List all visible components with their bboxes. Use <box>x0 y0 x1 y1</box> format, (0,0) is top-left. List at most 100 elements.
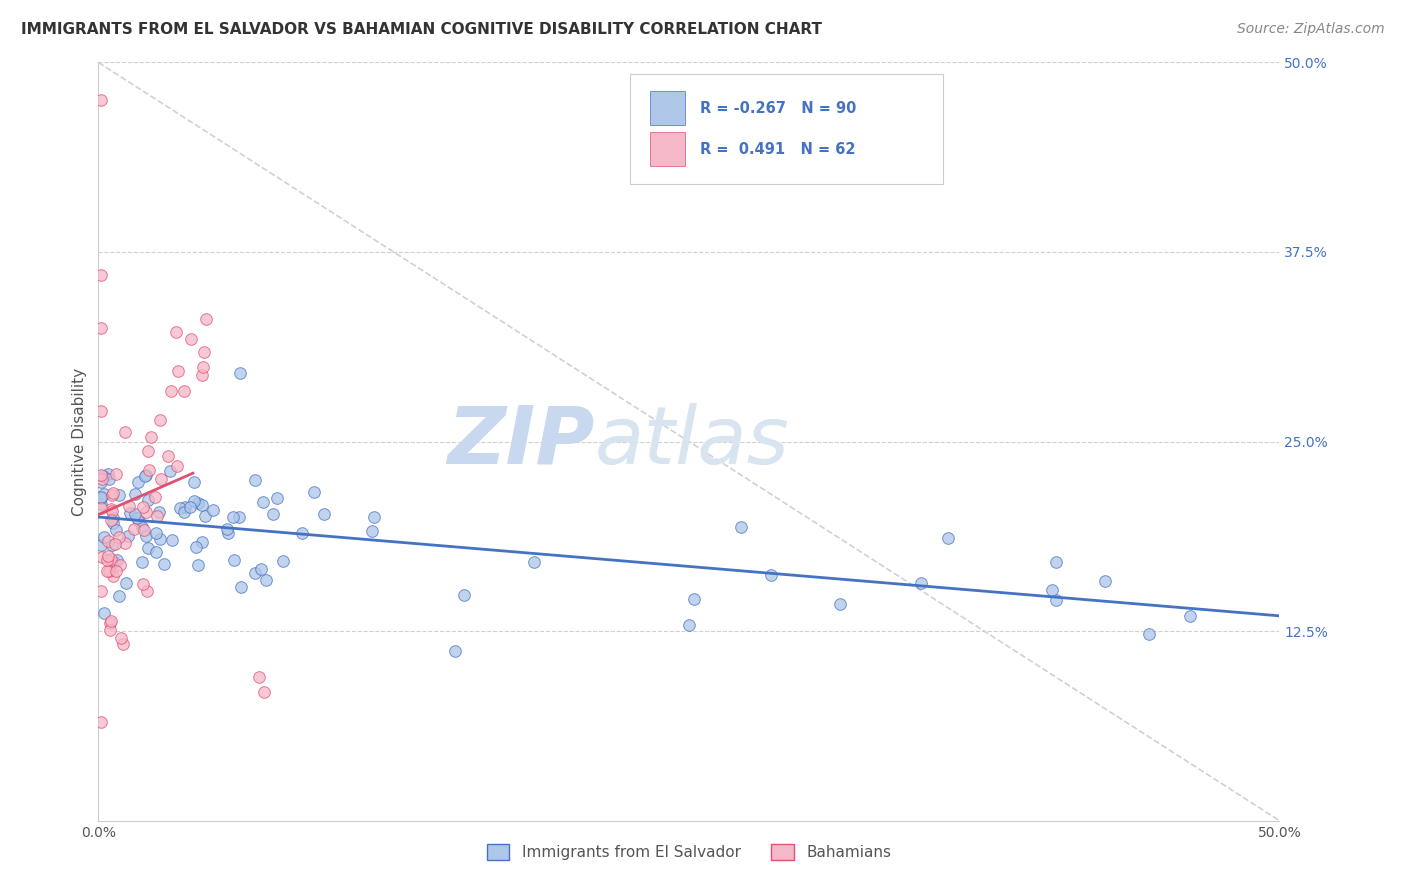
Point <box>243 566 266 580</box>
Point <box>139 430 162 444</box>
Point <box>186 558 208 572</box>
Y-axis label: Cognitive Disability: Cognitive Disability <box>72 368 87 516</box>
Point <box>93 606 115 620</box>
Point <box>145 545 167 559</box>
Point <box>184 541 207 555</box>
Point <box>131 555 153 569</box>
Point <box>165 325 187 339</box>
FancyBboxPatch shape <box>650 132 685 166</box>
Point <box>98 624 121 638</box>
Point <box>159 464 181 478</box>
Text: R = -0.267   N = 90: R = -0.267 N = 90 <box>700 101 856 116</box>
Point <box>105 467 128 482</box>
Point <box>145 490 167 504</box>
Point <box>183 494 205 508</box>
Point <box>90 549 112 564</box>
Point <box>273 554 295 568</box>
Point <box>195 312 218 326</box>
Point <box>90 320 112 334</box>
Point <box>97 565 120 579</box>
Legend: Immigrants from El Salvador, Bahamians: Immigrants from El Salvador, Bahamians <box>481 838 897 866</box>
Point <box>132 500 155 515</box>
Point <box>104 523 127 537</box>
Point <box>117 529 139 543</box>
Point <box>90 268 112 282</box>
Point <box>1040 583 1063 598</box>
Point <box>149 472 172 486</box>
Point <box>93 530 115 544</box>
Point <box>169 501 191 516</box>
Point <box>90 715 112 730</box>
Text: ZIP: ZIP <box>447 402 595 481</box>
Point <box>97 533 120 548</box>
Point <box>444 643 467 657</box>
Point <box>229 366 252 380</box>
Point <box>193 345 215 359</box>
Text: IMMIGRANTS FROM EL SALVADOR VS BAHAMIAN COGNITIVE DISABILITY CORRELATION CHART: IMMIGRANTS FROM EL SALVADOR VS BAHAMIAN … <box>21 22 823 37</box>
Point <box>262 507 284 521</box>
Point <box>90 94 112 108</box>
Point <box>108 530 131 544</box>
Point <box>191 498 214 512</box>
Point <box>111 637 134 651</box>
Point <box>90 468 112 483</box>
Point <box>125 510 148 524</box>
Point <box>114 535 136 549</box>
Point <box>145 526 167 541</box>
Point <box>96 565 118 579</box>
Point <box>100 614 122 628</box>
Point <box>1045 592 1067 607</box>
Point <box>828 597 851 611</box>
Point <box>173 505 195 519</box>
Point <box>174 500 197 514</box>
Point <box>110 632 132 646</box>
Point <box>761 568 783 582</box>
Point <box>249 562 271 576</box>
Point <box>194 508 217 523</box>
Point <box>253 685 276 699</box>
Point <box>936 531 959 545</box>
Point <box>1137 627 1160 641</box>
Point <box>132 523 155 537</box>
Point <box>97 549 120 564</box>
Point <box>135 528 157 542</box>
Point <box>247 669 270 683</box>
Point <box>101 538 124 552</box>
Point <box>166 458 188 473</box>
Point <box>128 515 150 529</box>
Point <box>229 580 252 594</box>
Point <box>222 553 245 567</box>
Point <box>187 496 209 510</box>
Point <box>131 519 153 533</box>
Point <box>135 583 157 598</box>
Point <box>101 504 124 518</box>
Point <box>221 510 243 524</box>
Point <box>90 475 112 490</box>
Point <box>114 425 136 439</box>
Point <box>103 537 125 551</box>
Point <box>523 554 546 568</box>
Point <box>91 473 114 487</box>
Point <box>127 475 149 489</box>
Point <box>90 490 112 504</box>
FancyBboxPatch shape <box>630 74 943 184</box>
Text: atlas: atlas <box>595 402 789 481</box>
Point <box>100 555 122 569</box>
Point <box>100 513 122 527</box>
Point <box>124 508 146 522</box>
Point <box>157 450 180 464</box>
Point <box>179 500 201 514</box>
Point <box>100 552 122 566</box>
Point <box>217 522 239 536</box>
Point <box>100 488 122 502</box>
Point <box>254 573 277 587</box>
Point <box>266 491 288 505</box>
Point <box>124 487 146 501</box>
Point <box>252 495 274 509</box>
Point <box>190 535 212 549</box>
Point <box>136 541 159 556</box>
Point <box>98 472 121 486</box>
Point <box>363 509 385 524</box>
Point <box>90 491 112 505</box>
Point <box>134 469 156 483</box>
